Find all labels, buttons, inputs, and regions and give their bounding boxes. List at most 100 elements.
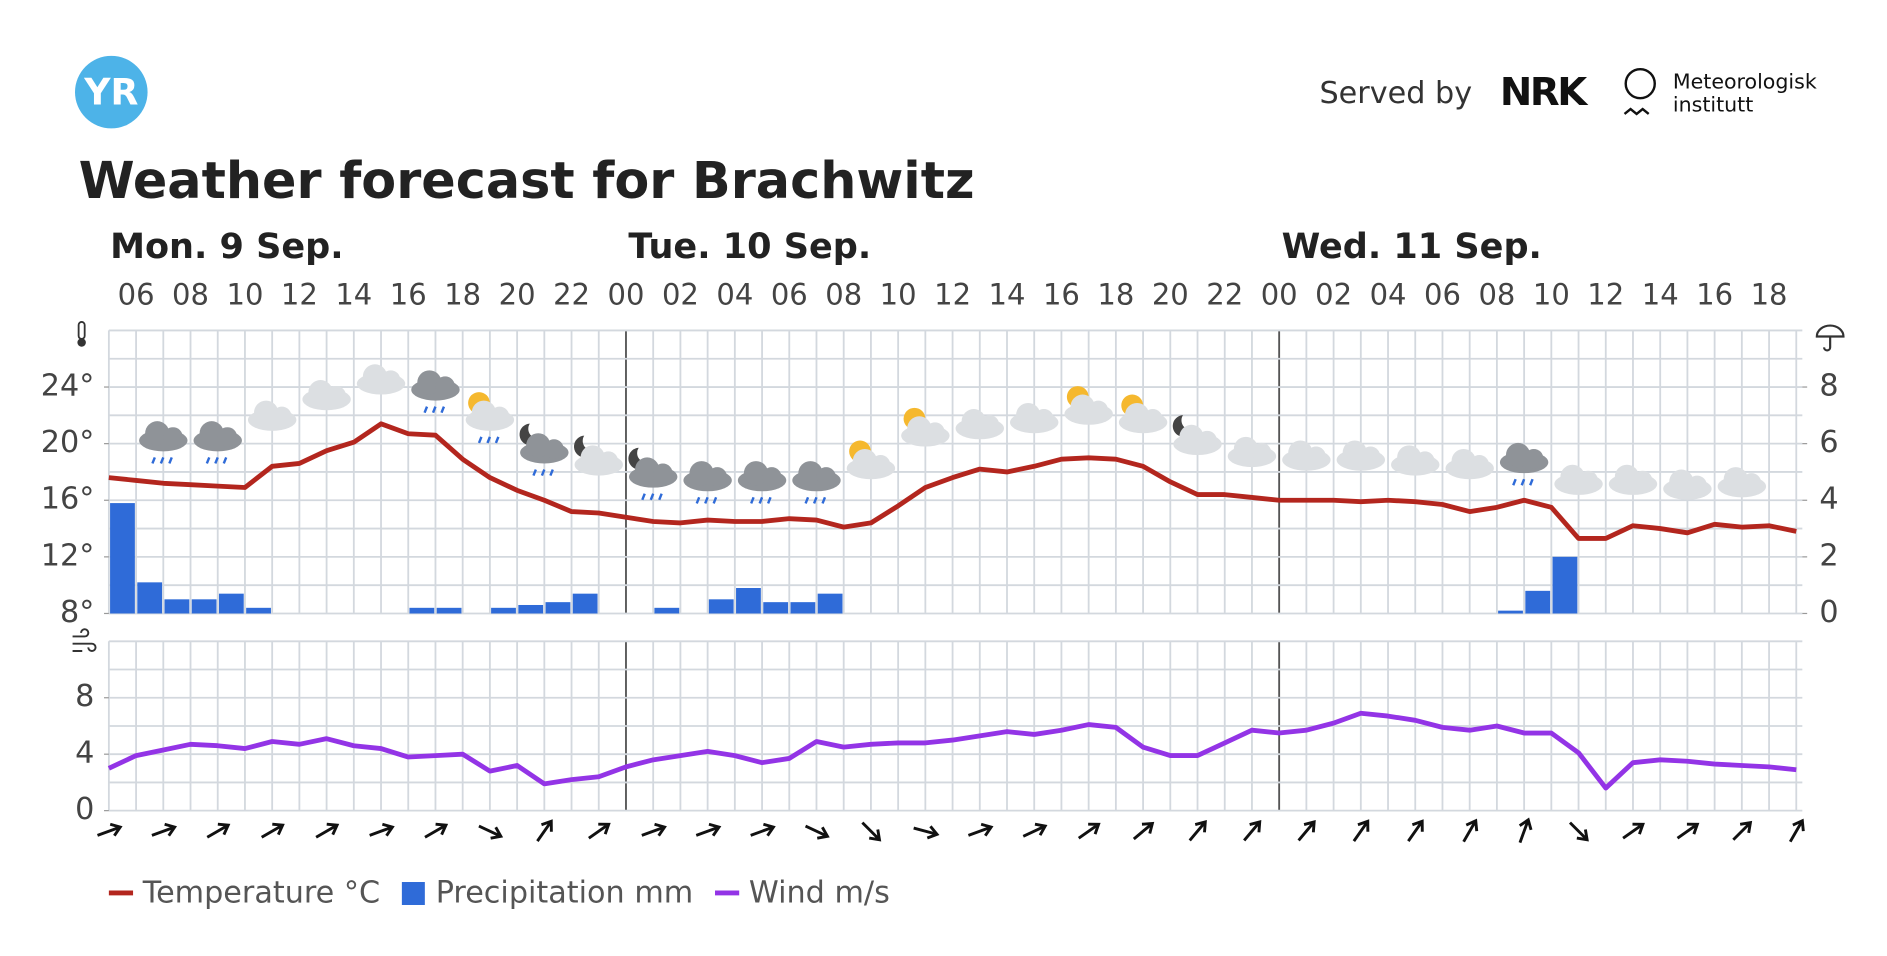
cloud (598, 451, 619, 471)
cloud (979, 415, 1000, 435)
cloud (925, 422, 945, 442)
x-tick-label: 10 (1533, 278, 1570, 312)
precipitation-bar (763, 602, 789, 614)
x-tick-label: 04 (716, 278, 753, 312)
wind-arrow-shape (913, 825, 940, 840)
wind-arrow (424, 822, 449, 839)
wind-arrow-shape (1732, 820, 1753, 841)
wind-arrow-shape (424, 822, 449, 839)
x-tick-label: 10 (880, 278, 917, 312)
cloud (816, 467, 836, 487)
cloud (435, 376, 455, 396)
rain (695, 496, 718, 504)
cloud (707, 467, 727, 487)
x-tick-label: 14 (1642, 278, 1679, 312)
weather-icon (411, 370, 460, 414)
y-tick-label: 16° (41, 482, 95, 517)
cloud (1687, 475, 1707, 495)
x-tick-label: 16 (390, 278, 427, 312)
weather-icon (1608, 464, 1658, 495)
cloud (1088, 400, 1109, 420)
thermometer-icon (77, 321, 86, 347)
x-tick-label: 16 (1043, 278, 1080, 312)
weather-icon (1445, 448, 1494, 480)
precipitation-bar (1498, 610, 1523, 614)
wind-arrow (1622, 822, 1645, 840)
weather-icon (1663, 469, 1712, 500)
y-tick-label: 24° (41, 369, 95, 404)
wind-arrow (1462, 818, 1479, 843)
weather-icon (247, 400, 297, 431)
x-tick-label: 08 (825, 278, 862, 312)
wind-arrow (536, 819, 553, 842)
cloud (1614, 464, 1640, 489)
wind-arrow-shape (1188, 820, 1207, 842)
wind-arrow-shape (1676, 822, 1700, 840)
y2-tick-label: 6 (1819, 425, 1838, 460)
cloud (653, 463, 673, 483)
wind-arrow-shape (1352, 819, 1370, 842)
wind-arrow (97, 822, 123, 837)
precipitation-bar (1552, 556, 1578, 614)
x-tick-label: 00 (608, 278, 645, 312)
wind-arrow (1022, 822, 1048, 838)
wind-arrow-shape (97, 822, 123, 837)
cloud (689, 461, 714, 486)
x-tick-label: 16 (1696, 278, 1733, 312)
precipitation-bar (736, 588, 761, 614)
wind-arrow-shape (369, 822, 395, 837)
cloud (1505, 442, 1531, 468)
wind-arrow (588, 822, 611, 840)
cloud (163, 427, 183, 447)
x-tick-label: 18 (1097, 278, 1134, 312)
wind-arrow-shape (1568, 821, 1589, 842)
x-tick-label: 04 (1370, 278, 1407, 312)
cloud (1451, 448, 1476, 474)
precipitation-bar (436, 607, 462, 614)
y2-tick-label: 0 (1819, 595, 1838, 630)
cloud (798, 461, 823, 486)
weather-icon (901, 407, 950, 447)
day-label: Wed. 11 Sep. (1282, 226, 1542, 267)
wind-arrow (1188, 820, 1207, 842)
legend-label: Wind m/s (749, 876, 890, 911)
cloud (1034, 409, 1054, 429)
cloud (1415, 451, 1435, 471)
cloud (1524, 448, 1544, 469)
wind-arrow-shape (1788, 818, 1805, 843)
wind-arrow (1518, 817, 1533, 844)
cloud (635, 457, 660, 482)
y-tick-label: 20° (41, 425, 95, 460)
weather-icon (1227, 436, 1277, 468)
legend-label: Temperature °C (142, 876, 380, 911)
cloud (1560, 464, 1585, 489)
x-tick-label: 22 (1206, 278, 1243, 312)
wind-icon (72, 628, 97, 652)
weather-icon (792, 461, 841, 504)
weather-icon (1717, 467, 1767, 498)
wind-arrow-shape (536, 819, 553, 842)
rain (151, 456, 173, 464)
wind-arrow (861, 821, 882, 842)
cloud (870, 455, 891, 475)
cloud (326, 386, 346, 406)
x-tick-label: 20 (499, 278, 536, 312)
legend-label: Precipitation mm (436, 876, 694, 911)
precipitation-bar (164, 599, 190, 614)
y-tick-label: 8° (60, 595, 94, 630)
cloud (1669, 469, 1694, 494)
cloud (1197, 430, 1217, 451)
met-name: Meteorologisk (1673, 69, 1817, 93)
cloud (417, 370, 442, 395)
cloud (743, 461, 769, 486)
weather-icon (1554, 464, 1603, 495)
wind-arrow-shape (478, 824, 504, 840)
weather-icon (628, 447, 678, 501)
wind-arrow-shape (260, 822, 285, 839)
x-tick-label: 14 (989, 278, 1026, 312)
rain (423, 406, 446, 414)
weather-icon (846, 440, 896, 480)
x-tick-label: 00 (1261, 278, 1298, 312)
precipitation-bar (110, 503, 135, 614)
wind-arrow-shape (151, 822, 178, 837)
